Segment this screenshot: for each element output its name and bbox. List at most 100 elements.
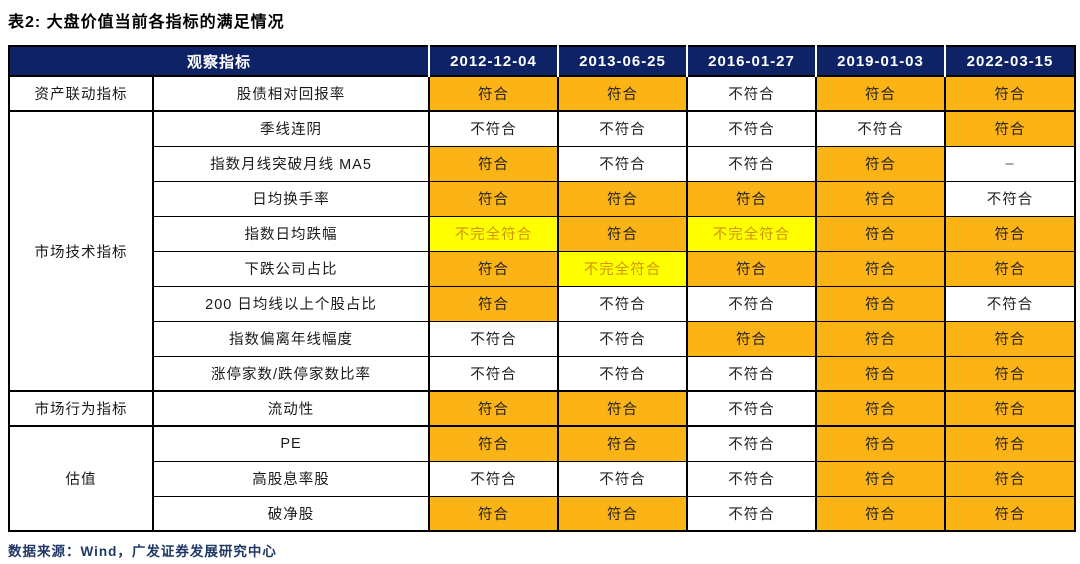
header-date-2: 2013-06-25 — [558, 46, 689, 77]
status-cell: 不符合 — [428, 460, 560, 497]
status-cell: 不完全符合 — [428, 215, 560, 252]
status-cell: 不符合 — [428, 355, 560, 392]
table-row: 指数月线突破月线 MA5 符合 不符合 不符合 符合 – — [9, 145, 1077, 182]
header-date-1: 2012-12-04 — [429, 46, 560, 77]
status-cell: 不符合 — [686, 390, 818, 427]
status-cell: 符合 — [815, 180, 947, 217]
status-cell: 符合 — [815, 495, 947, 532]
status-cell: 不符合 — [557, 145, 689, 182]
table-row: 市场技术指标 季线连阴 不符合 不符合 不符合 不符合 符合 — [8, 110, 1077, 392]
status-cell: 符合 — [815, 250, 947, 287]
category-cell: 市场技术指标 — [8, 110, 154, 392]
indicator-cell: 高股息率股 — [151, 460, 431, 497]
indicator-cell: 200 日均线以上个股占比 — [151, 285, 431, 322]
header-date-5: 2022-03-15 — [945, 46, 1077, 77]
status-cell: 符合 — [815, 75, 947, 112]
status-cell: 符合 — [428, 250, 560, 287]
status-cell: 符合 — [944, 320, 1077, 357]
status-cell: 不符合 — [428, 320, 560, 357]
table-row: 指数日均跌幅 不完全符合 符合 不完全符合 符合 符合 — [9, 215, 1077, 252]
status-cell: 不符合 — [557, 320, 689, 357]
indicator-cell: 日均换手率 — [151, 180, 431, 217]
indicator-cell: 下跌公司占比 — [151, 250, 431, 287]
status-cell: 符合 — [557, 495, 689, 532]
status-cell: 符合 — [815, 355, 947, 392]
indicator-cell: 股债相对回报率 — [151, 75, 431, 112]
status-cell: 符合 — [815, 145, 947, 182]
status-cell: 符合 — [428, 75, 560, 112]
status-cell: 符合 — [428, 180, 560, 217]
status-cell: 不符合 — [686, 425, 818, 462]
status-cell: 不符合 — [686, 355, 818, 392]
status-cell: 符合 — [428, 495, 560, 532]
status-cell: 不符合 — [557, 460, 689, 497]
status-cell: 不完全符合 — [557, 250, 689, 287]
status-cell: 不完全符合 — [686, 215, 818, 252]
status-cell: 符合 — [557, 75, 689, 112]
status-cell: 符合 — [428, 390, 560, 427]
status-cell: 不符合 — [428, 110, 560, 147]
status-cell: 符合 — [944, 250, 1077, 287]
status-cell: 不符合 — [686, 495, 818, 532]
status-cell: 符合 — [815, 215, 947, 252]
status-cell: 符合 — [428, 285, 560, 322]
indicator-cell: PE — [151, 425, 431, 462]
status-cell: 符合 — [944, 110, 1077, 147]
table-row: 日均换手率 符合 符合 符合 符合 不符合 — [9, 180, 1077, 217]
table-row: 破净股 符合 符合 不符合 符合 符合 — [9, 495, 1077, 532]
status-cell: 不符合 — [686, 145, 818, 182]
category-cell: 估值 — [8, 425, 154, 532]
indicator-cell: 季线连阴 — [151, 110, 431, 147]
status-cell: 符合 — [428, 425, 560, 462]
indicator-cell: 指数月线突破月线 MA5 — [151, 145, 431, 182]
status-cell: 符合 — [815, 285, 947, 322]
table-row: 200 日均线以上个股占比 符合 不符合 不符合 符合 不符合 — [9, 285, 1077, 322]
status-cell: 不符合 — [557, 285, 689, 322]
indicator-cell: 指数日均跌幅 — [151, 215, 431, 252]
status-cell: 符合 — [557, 425, 689, 462]
status-cell: 符合 — [944, 425, 1077, 462]
table-row: 下跌公司占比 符合 不完全符合 符合 符合 符合 — [9, 250, 1077, 287]
indicator-cell: 涨停家数/跌停家数比率 — [151, 355, 431, 392]
indicators-table: 观察指标 2012-12-04 2013-06-25 2016-01-27 20… — [8, 45, 1077, 532]
status-cell: 符合 — [686, 250, 818, 287]
status-cell: 不符合 — [686, 285, 818, 322]
status-cell: 符合 — [686, 180, 818, 217]
category-cell: 市场行为指标 — [8, 390, 154, 427]
status-cell: 不符合 — [557, 355, 689, 392]
header-date-4: 2019-01-03 — [816, 46, 947, 77]
table-row: 市场行为指标 流动性 符合 符合 不符合 符合 符合 — [8, 390, 1077, 427]
status-cell: 符合 — [944, 460, 1077, 497]
table-row: 指数偏离年线幅度 不符合 不符合 符合 符合 符合 — [9, 320, 1077, 357]
status-cell: 符合 — [557, 180, 689, 217]
status-cell: – — [944, 145, 1077, 182]
status-cell: 符合 — [944, 215, 1077, 252]
status-cell: 符合 — [944, 355, 1077, 392]
status-cell: 符合 — [557, 390, 689, 427]
table-row: 估值 PE 符合 符合 不符合 符合 符合 — [8, 425, 1077, 532]
status-cell: 不符合 — [686, 75, 818, 112]
status-cell: 符合 — [686, 320, 818, 357]
status-cell: 符合 — [428, 145, 560, 182]
table-row: 高股息率股 不符合 不符合 不符合 符合 符合 — [9, 460, 1077, 497]
indicator-cell: 流动性 — [151, 390, 431, 427]
table-row: 涨停家数/跌停家数比率 不符合 不符合 不符合 符合 符合 — [9, 355, 1077, 392]
status-cell: 符合 — [944, 75, 1077, 112]
header-row: 观察指标 2012-12-04 2013-06-25 2016-01-27 20… — [9, 46, 1077, 77]
status-cell: 不符合 — [686, 460, 818, 497]
data-source: 数据来源：Wind，广发证券发展研究中心 — [8, 544, 277, 559]
status-cell: 符合 — [815, 390, 947, 427]
status-cell: 符合 — [815, 425, 947, 462]
status-cell: 不符合 — [944, 285, 1077, 322]
status-cell: 不符合 — [557, 110, 689, 147]
status-cell: 符合 — [815, 460, 947, 497]
indicator-cell: 指数偏离年线幅度 — [151, 320, 431, 357]
header-observe-indicator: 观察指标 — [9, 46, 431, 77]
status-cell: 符合 — [944, 390, 1077, 427]
table-title: 表2: 大盘价值当前各指标的满足情况 — [8, 14, 285, 31]
indicator-cell: 破净股 — [151, 495, 431, 532]
status-cell: 符合 — [557, 215, 689, 252]
status-cell: 不符合 — [944, 180, 1077, 217]
table-row: 资产联动指标 股债相对回报率 符合 符合 不符合 符合 符合 — [8, 75, 1077, 112]
